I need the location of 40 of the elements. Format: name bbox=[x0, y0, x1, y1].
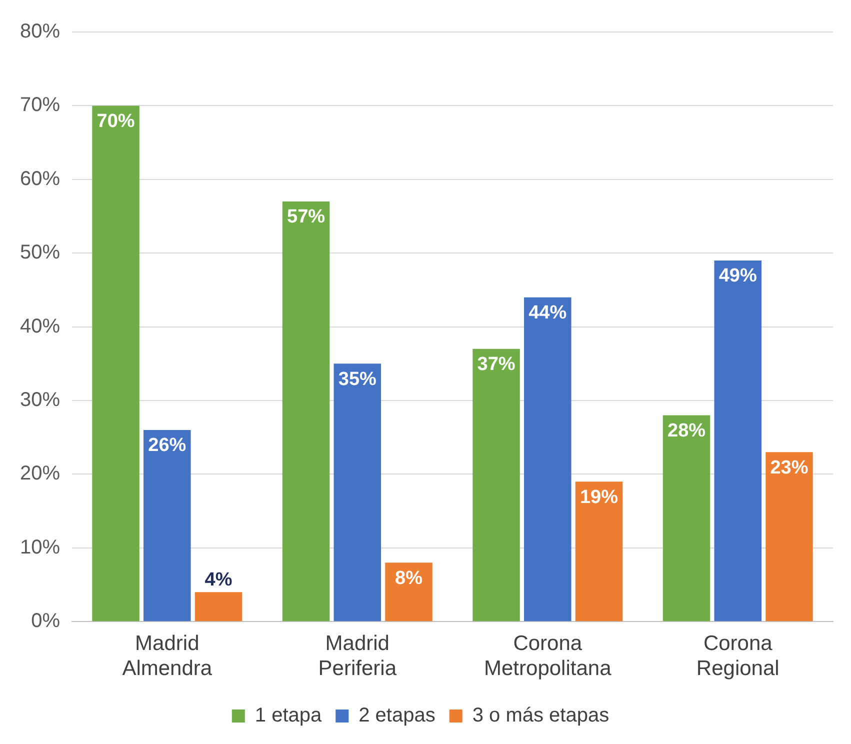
bar bbox=[92, 106, 140, 622]
x-tick-label: Madrid Almendra bbox=[122, 632, 212, 680]
data-label: 35% bbox=[338, 368, 377, 390]
data-label: 19% bbox=[580, 486, 618, 508]
data-label: 37% bbox=[477, 354, 516, 376]
y-tick-label: 20% bbox=[20, 462, 60, 485]
bar bbox=[385, 562, 432, 622]
y-tick-label: 40% bbox=[20, 315, 60, 338]
x-tick-label: Corona Regional bbox=[696, 632, 780, 680]
bar bbox=[144, 430, 191, 622]
legend-label: 2 etapas bbox=[358, 704, 436, 727]
x-tick-label: Corona Metropolitana bbox=[484, 632, 612, 680]
bar bbox=[472, 348, 520, 622]
y-tick-label: 10% bbox=[20, 536, 60, 558]
data-label: 44% bbox=[528, 302, 567, 324]
data-label: 28% bbox=[667, 420, 706, 442]
y-tick-label: 30% bbox=[20, 389, 60, 412]
bar bbox=[282, 202, 330, 622]
data-label: 8% bbox=[395, 568, 423, 589]
bar bbox=[575, 482, 623, 622]
data-label: 4% bbox=[204, 569, 232, 590]
data-label: 57% bbox=[287, 206, 326, 228]
y-tick-label: 80% bbox=[20, 20, 60, 43]
y-tick-label: 70% bbox=[20, 94, 60, 116]
data-label: 26% bbox=[148, 435, 186, 456]
data-label: 70% bbox=[96, 110, 135, 132]
legend-label: 3 o más etapas bbox=[472, 704, 610, 727]
bar bbox=[194, 592, 242, 622]
bar bbox=[766, 452, 813, 622]
bar bbox=[524, 297, 572, 622]
x-tick-label: Madrid Periferia bbox=[318, 632, 397, 680]
y-tick-label: 60% bbox=[20, 168, 60, 190]
legend-label: 1 etapa bbox=[254, 704, 323, 727]
data-label: 49% bbox=[718, 266, 757, 287]
y-tick-label: 50% bbox=[20, 242, 60, 264]
bar bbox=[334, 364, 382, 622]
y-tick-label: 0% bbox=[31, 610, 60, 632]
bar bbox=[714, 260, 762, 622]
bar bbox=[662, 415, 710, 622]
data-label: 23% bbox=[770, 457, 808, 478]
